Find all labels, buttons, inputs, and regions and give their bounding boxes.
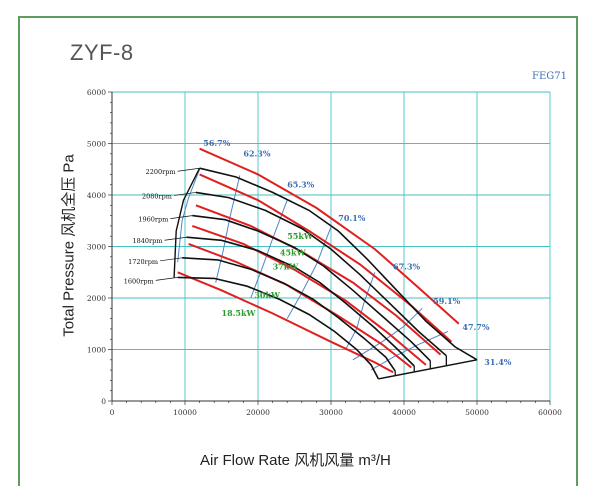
y-tick-label: 5000 <box>87 140 106 149</box>
motor-power-label: 18.5kW <box>222 308 257 318</box>
efficiency-label: 56.7% <box>203 138 230 148</box>
speed-curve <box>182 257 396 372</box>
rpm-leader <box>164 236 187 241</box>
model-title: ZYF-8 <box>70 40 134 65</box>
x-tick-label: 10000 <box>173 408 197 417</box>
motor-power-label: 45kW <box>280 247 307 257</box>
rpm-label: 1600rpm <box>124 277 154 285</box>
rpm-label: 1960rpm <box>138 216 168 224</box>
x-tick-label: 50000 <box>465 408 489 417</box>
motor-power-line <box>191 224 427 366</box>
envelope-left <box>173 167 201 278</box>
efficiency-line <box>177 169 201 262</box>
efficiency-label: 65.3% <box>287 179 314 189</box>
chart-frame <box>18 16 578 486</box>
y-tick-label: 0 <box>101 397 106 406</box>
efficiency-line <box>352 307 423 361</box>
speed-curve <box>177 276 380 380</box>
rpm-label: 2080rpm <box>142 192 172 200</box>
x-tick-label: 40000 <box>392 408 416 417</box>
x-tick-label: 30000 <box>319 408 343 417</box>
efficiency-label: 31.4% <box>484 357 511 367</box>
speed-curve <box>186 236 415 367</box>
efficiency-label: 62.3% <box>243 148 270 158</box>
y-tick-label: 2000 <box>87 294 106 303</box>
series-code: FEG71 <box>532 71 567 82</box>
rpm-leader <box>170 215 193 219</box>
motor-power-line <box>177 271 394 374</box>
rpm-label: 1840rpm <box>132 237 162 245</box>
y-tick-label: 1000 <box>87 346 106 355</box>
y-tick-label: 4000 <box>87 191 106 200</box>
x-tick-label: 0 <box>110 408 115 417</box>
motor-power-line <box>199 147 460 325</box>
speed-curve <box>199 167 478 361</box>
x-tick-label: 20000 <box>246 408 270 417</box>
efficiency-line <box>370 331 449 371</box>
efficiency-line <box>215 175 241 283</box>
y-tick-label: 6000 <box>87 88 106 97</box>
speed-curve <box>195 191 447 357</box>
rpm-label: 2200rpm <box>146 168 176 176</box>
x-axis-label: Air Flow Rate 风机风量 m³/H <box>200 452 391 469</box>
efficiency-label: 47.7% <box>462 322 489 332</box>
efficiency-label: 70.1% <box>338 213 365 223</box>
rpm-leader <box>160 257 183 262</box>
speed-curve <box>192 214 431 362</box>
motor-power-line <box>188 242 412 369</box>
x-tick-label: 60000 <box>538 408 562 417</box>
efficiency-label: 67.3% <box>393 262 420 272</box>
envelope-bottom <box>378 359 478 380</box>
y-axis-label: Total Pressure 风机全压 Pa <box>60 154 78 337</box>
rpm-leader <box>155 277 178 281</box>
rpm-leader <box>177 167 200 172</box>
rpm-label: 1720rpm <box>128 258 158 266</box>
efficiency-label: 59.1% <box>433 296 460 306</box>
motor-power-line <box>195 204 442 356</box>
motor-power-label: 30kW <box>254 290 281 300</box>
rpm-leader <box>173 192 196 196</box>
y-tick-label: 3000 <box>87 243 106 252</box>
motor-power-label: 37kW <box>273 262 300 272</box>
motor-power-label: 55kW <box>287 231 314 241</box>
